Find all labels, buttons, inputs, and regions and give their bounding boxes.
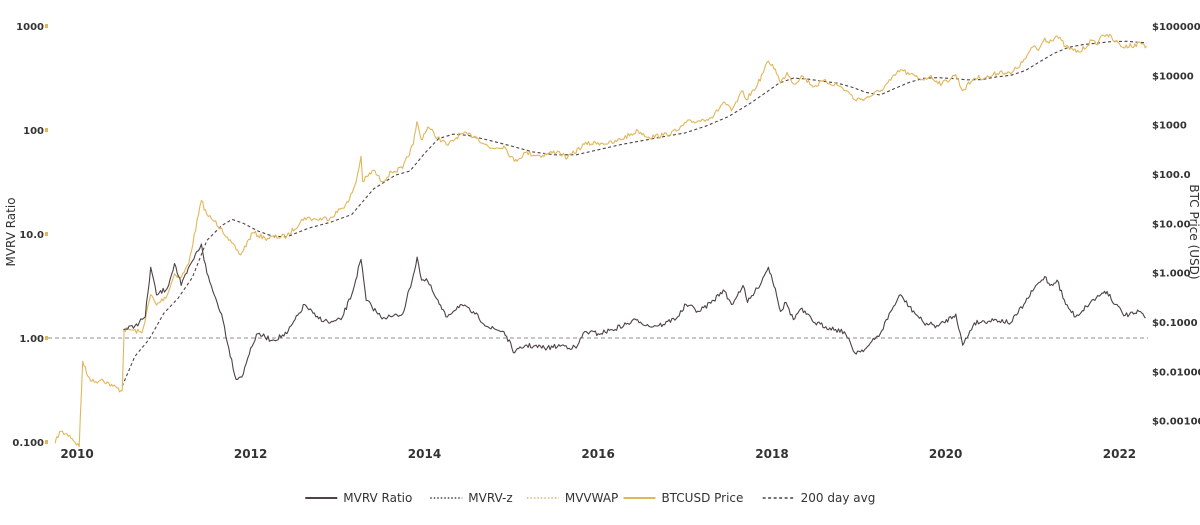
x-axis-ticks: 2010 2012 2014 2016 2018 2020 2022 (60, 447, 1136, 461)
x-tick-label: 2012 (234, 447, 267, 461)
series-line-mvrv-ratio (123, 243, 1146, 380)
x-tick-label: 2016 (581, 447, 614, 461)
right-tick-label: $10.00 (1152, 219, 1191, 230)
x-tick-label: 2022 (1103, 447, 1136, 461)
left-tick-label: 0.100 (12, 438, 44, 449)
legend-label: MVRV-z (468, 491, 512, 505)
left-tick-label: 1000 (16, 22, 44, 33)
legend-label: BTCUSD Price (661, 491, 743, 505)
x-tick-label: 2010 (60, 447, 93, 461)
x-tick-label: 2020 (929, 447, 962, 461)
x-tick-label: 2018 (755, 447, 788, 461)
legend-item-200-day-avg[interactable]: 200 day avg (762, 491, 876, 505)
right-tick-label: $100.0 (1152, 170, 1191, 181)
legend-item-btcusd-price[interactable]: BTCUSD Price (623, 491, 743, 505)
left-axis-title: MVRV Ratio (4, 197, 18, 266)
legend: MVRV Ratio MVRV-z MVVWAP BTCUSD Price 200 da… (305, 491, 875, 505)
left-tick-mark (45, 128, 48, 132)
legend-item-mvrv-ratio[interactable]: MVRV Ratio (305, 491, 412, 505)
right-tick-label: $1000 (1152, 121, 1187, 132)
legend-label: MVRV Ratio (343, 491, 412, 505)
legend-label: MVVWAP (565, 491, 618, 505)
right-tick-label: $0.01000 (1152, 367, 1200, 378)
right-tick-label: $0.1000 (1152, 318, 1198, 329)
x-tick-label: 2014 (408, 447, 441, 461)
left-tick-label: 1.00 (19, 334, 44, 345)
left-tick-label: 10.0 (19, 230, 44, 241)
right-axis-title: BTC Price (USD) (1187, 184, 1200, 279)
left-tick-label: 100 (23, 126, 44, 137)
series-line-btcusd-price (54, 33, 1148, 448)
series-line-200-day-avg (121, 40, 1147, 387)
right-tick-label: $10000 (1152, 71, 1194, 82)
right-tick-label: $1.000 (1152, 269, 1191, 280)
legend-item-mvvwap[interactable]: MVVWAP (526, 491, 618, 505)
right-tick-label: $100000 (1152, 22, 1200, 33)
series-layer (54, 33, 1148, 448)
left-axis-ticks: 0.100 1.00 10.0 100 1000 (12, 22, 48, 449)
left-tick-mark (45, 336, 48, 340)
legend-label: 200 day avg (801, 491, 876, 505)
left-tick-mark (45, 232, 48, 236)
left-tick-mark (45, 440, 48, 444)
left-tick-mark (45, 24, 48, 28)
legend-item-mvrv-z[interactable]: MVRV-z (430, 491, 513, 505)
